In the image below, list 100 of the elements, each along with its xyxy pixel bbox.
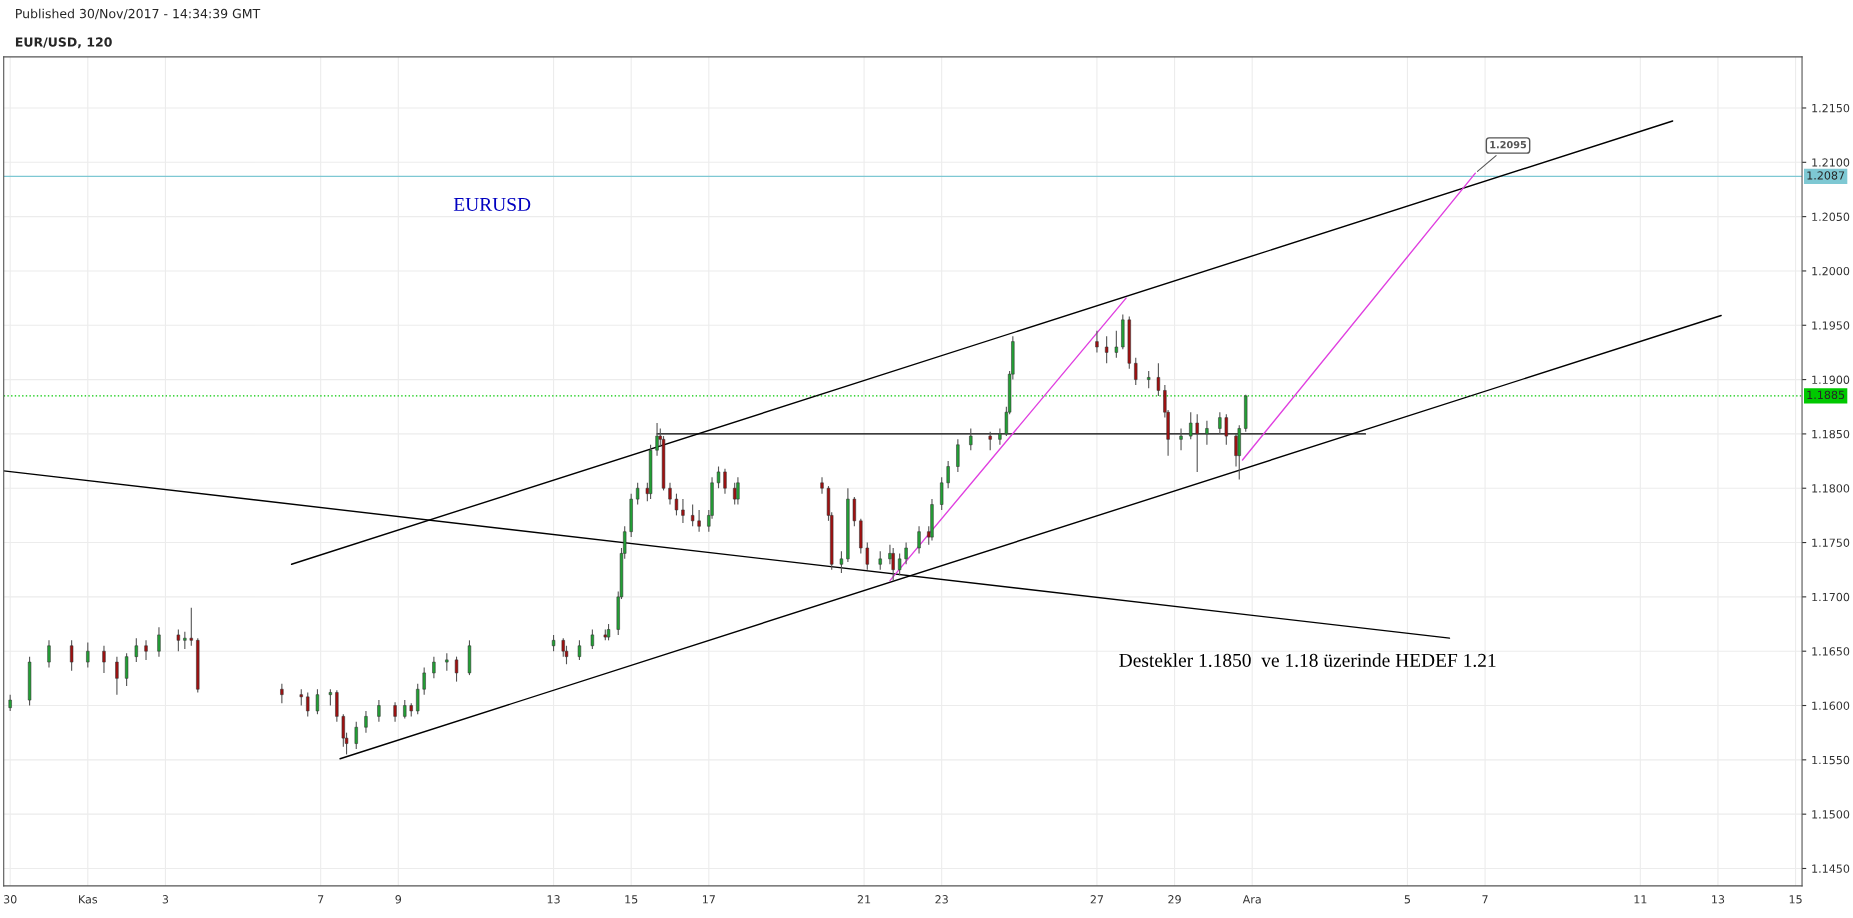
y-tick-label: 1.2100: [1812, 158, 1850, 167]
candlestick: [946, 460, 950, 489]
candlestick: [897, 552, 902, 576]
y-tick-label: 1.1750: [1812, 538, 1850, 547]
candlestick: [47, 639, 51, 669]
candlestick: [1156, 362, 1161, 397]
candlestick: [891, 547, 895, 582]
candlestick: [393, 701, 397, 723]
candlestick: [124, 652, 129, 687]
y-tick-label: 1.1850: [1812, 429, 1850, 439]
annotation: Destekler 1.1850 ve 1.18 üzerinde HEDEF 1.21: [1119, 653, 1496, 667]
candlestick: [969, 427, 973, 451]
candlestick: [655, 422, 659, 457]
candlestick: [956, 438, 960, 473]
x-tick-label: Ara: [1242, 895, 1261, 904]
candlestick: [280, 683, 284, 704]
candlestick: [416, 683, 420, 715]
candlestick: [736, 476, 740, 506]
candlestick: [102, 645, 106, 674]
annotation: 1.2095: [1490, 140, 1527, 149]
y-tick-label: 1.2000: [1812, 266, 1850, 276]
candlestick: [1179, 427, 1183, 451]
y-tick-label: 1.2050: [1812, 212, 1850, 221]
candlestick: [1095, 330, 1099, 353]
x-tick-label: 13: [547, 895, 560, 904]
chart-subtitle: Published 30/Nov/2017 - 14:34:39 GMT: [16, 8, 261, 20]
y-tick-label: 1.1600: [1812, 701, 1850, 710]
y-tick-label: 1.2150: [1812, 103, 1850, 113]
candlestick: [1134, 357, 1138, 386]
candlestick: [189, 607, 193, 647]
candlestick: [306, 691, 310, 717]
candlestick: [134, 637, 138, 663]
ref-line-label: 1.2087: [1807, 171, 1845, 180]
ref-line-label: 1.1885: [1807, 390, 1845, 400]
candlestick: [335, 689, 339, 723]
y-tick-label: 1.1650: [1812, 647, 1850, 656]
candlestick: [1195, 413, 1199, 473]
candlestick: [1205, 420, 1209, 446]
y-tick-label: 1.1700: [1812, 592, 1850, 602]
candlestick: [904, 541, 908, 565]
x-tick-label: 9: [395, 895, 402, 904]
candlestick: [716, 465, 721, 489]
candlestick: [917, 525, 921, 554]
candlestick: [723, 468, 727, 495]
candlestick: [878, 550, 882, 571]
annotation: EURUSD: [453, 197, 531, 211]
candlestick: [674, 493, 679, 516]
x-tick-label: 17: [702, 895, 715, 904]
candlestick: [636, 482, 640, 506]
candlestick: [1189, 411, 1193, 440]
x-tick-label: 15: [1789, 895, 1802, 904]
candlestick: [115, 656, 119, 696]
candlestick: [377, 699, 381, 723]
candlestick: [157, 626, 161, 658]
candlestick: [1224, 413, 1228, 446]
x-tick-label: 15: [625, 895, 638, 904]
x-tick-label: 29: [1168, 895, 1181, 904]
candlestick: [668, 482, 672, 506]
candlestick: [1114, 330, 1118, 359]
candlestick: [176, 628, 181, 652]
y-tick-label: 1.1900: [1812, 375, 1850, 384]
y-tick-label: 1.1950: [1812, 321, 1850, 330]
x-tick-label: 3: [162, 895, 169, 904]
x-tick-label: 7: [318, 895, 324, 904]
x-tick-label: 27: [1090, 895, 1104, 904]
candlestick: [403, 699, 407, 720]
candlestick: [852, 496, 857, 527]
candlestick: [144, 639, 148, 661]
y-tick-label: 1.1500: [1812, 810, 1850, 819]
y-tick-label: 1.1550: [1812, 755, 1850, 765]
candlestick: [590, 628, 595, 650]
candlestick: [454, 656, 459, 683]
candlestick: [315, 688, 320, 715]
candlestick: [354, 721, 358, 750]
x-tick-label: Kas: [79, 895, 98, 904]
x-tick-label: 30: [3, 895, 17, 904]
candlestick: [988, 431, 992, 451]
candlestick: [86, 641, 90, 669]
candlestick: [865, 541, 869, 571]
candlestick: [681, 498, 685, 524]
chart-title: EUR/USD, 120: [15, 37, 112, 49]
candlestick: [733, 482, 737, 506]
candlestick: [422, 666, 426, 696]
candlestick: [697, 509, 701, 533]
candlestick: [839, 550, 844, 574]
candlestick: [432, 656, 436, 679]
x-tick-label: 23: [935, 895, 948, 904]
candlestick: [998, 427, 1002, 446]
x-tick-label: 7: [1482, 895, 1488, 904]
candlestick: [577, 639, 582, 661]
candlestick: [820, 476, 824, 495]
candlestick: [1104, 335, 1109, 364]
x-tick-label: 5: [1404, 895, 1411, 904]
x-tick-label: 13: [1712, 895, 1725, 904]
candlestick: [1218, 411, 1222, 435]
y-tick-label: 1.1450: [1812, 864, 1850, 873]
y-tick-label: 1.1800: [1812, 484, 1850, 493]
x-tick-label: 21: [857, 895, 871, 904]
candlestick: [69, 639, 74, 672]
candlestick: [690, 503, 695, 527]
